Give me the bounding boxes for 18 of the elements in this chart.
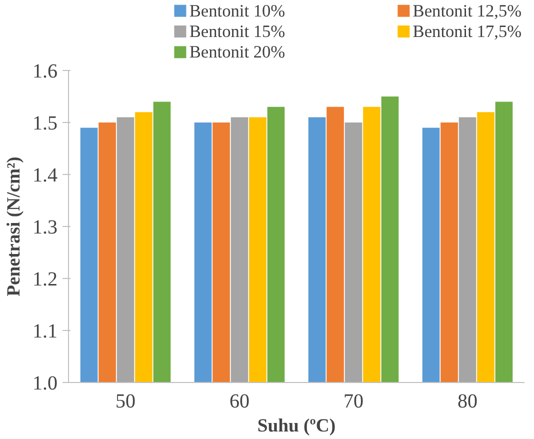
y-axis-title: Penetrasi (N/cm²)	[4, 156, 24, 296]
x-tick-label: 60	[230, 390, 250, 412]
x-tick-label: 80	[458, 390, 478, 412]
y-tick-label: 1.1	[32, 320, 58, 342]
x-axis-title: Suhu (ºC)	[257, 416, 336, 436]
legend-label: Bentonit 20%	[189, 42, 286, 62]
y-tick-label: 1.6	[32, 60, 58, 82]
y-tick-label: 1.5	[32, 112, 58, 134]
legend-label: Bentonit 17,5%	[412, 22, 522, 41]
y-tick-label: 1.3	[32, 216, 58, 238]
legend-label: Bentonit 12,5%	[412, 1, 522, 20]
legend-label: Bentonit 10%	[189, 1, 286, 20]
x-tick-label: 50	[116, 390, 136, 412]
x-tick-label: 70	[344, 390, 364, 412]
y-tick-label: 1.4	[32, 164, 58, 186]
legend-label: Bentonit 15%	[189, 22, 286, 41]
y-tick-label: 1.2	[32, 268, 58, 290]
y-tick-label: 1.0	[32, 372, 58, 394]
